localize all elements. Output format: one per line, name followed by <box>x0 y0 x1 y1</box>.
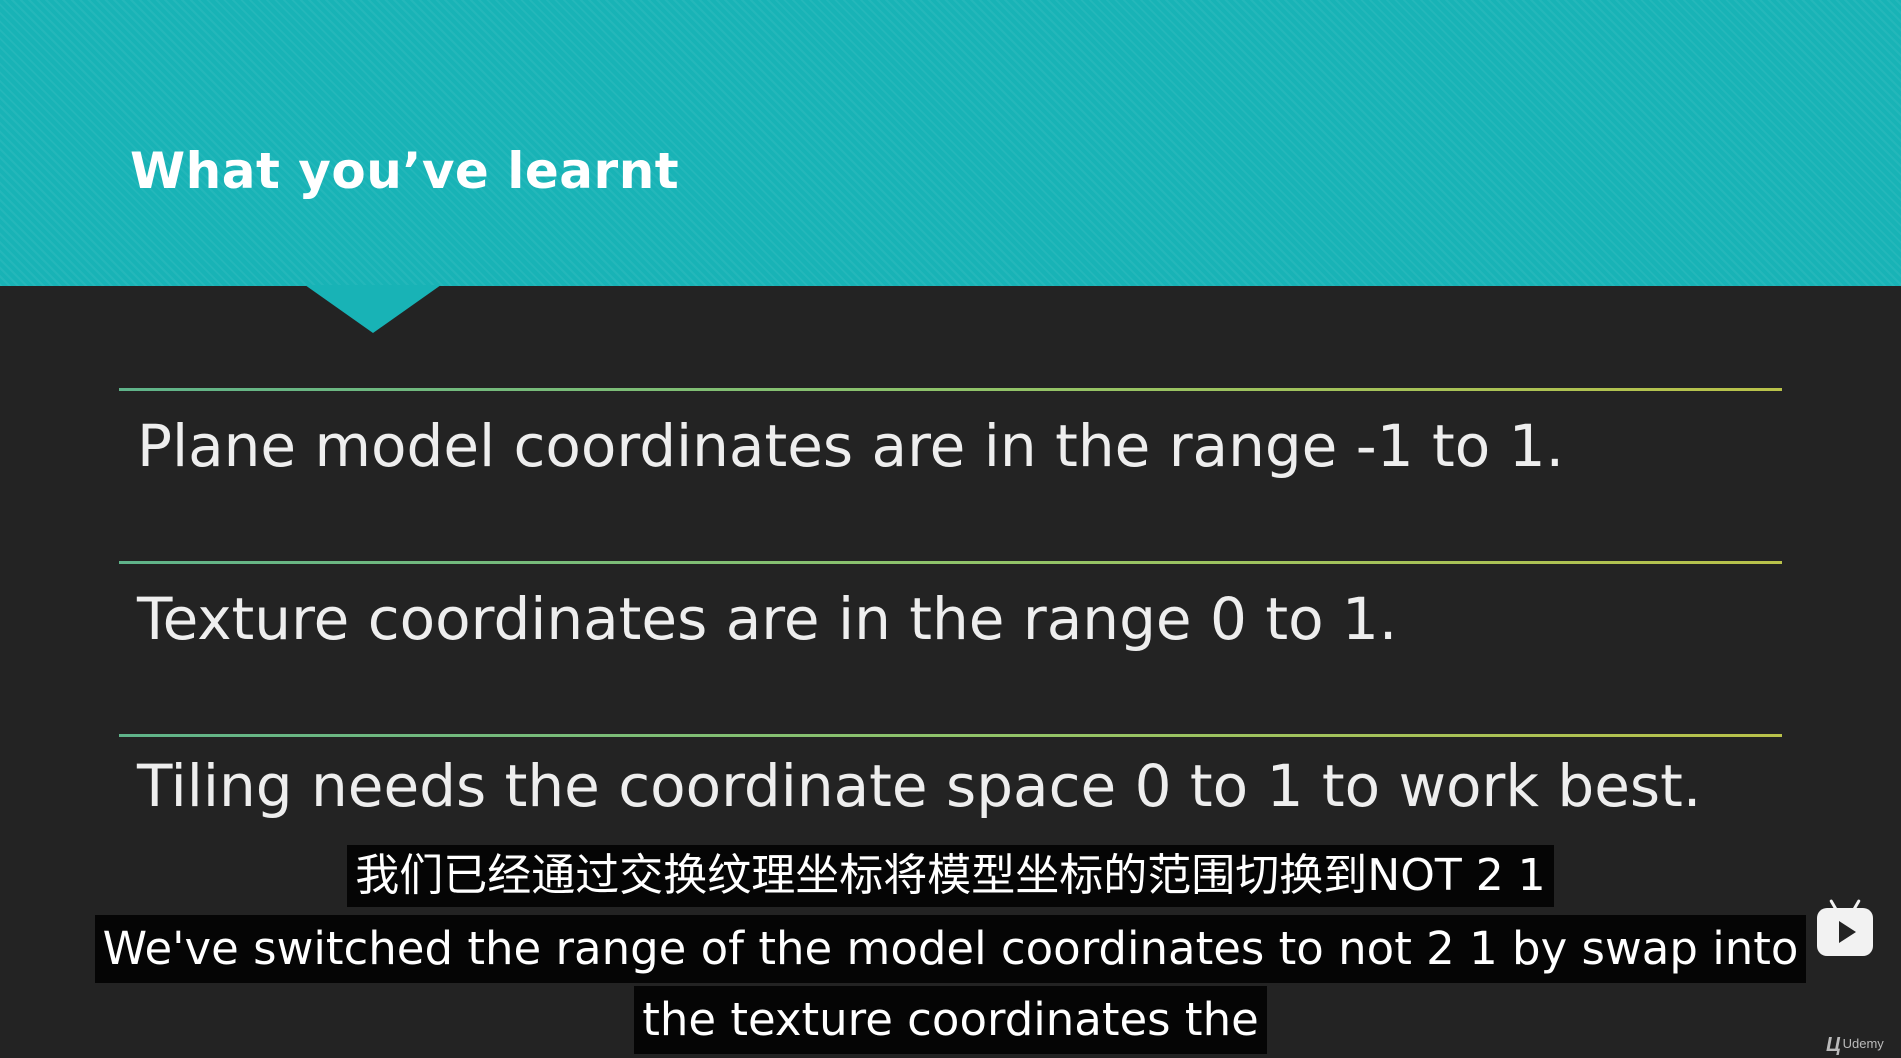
bullet-tiling: Tiling needs the coordinate space 0 to 1… <box>137 752 1702 820</box>
subtitle-english-line-1: We've switched the range of the model co… <box>0 915 1901 983</box>
subtitle-english-line-2: the texture coordinates the <box>0 986 1901 1054</box>
header-pointer-notch <box>305 285 441 333</box>
bullet-divider <box>119 734 1782 737</box>
slide-header-band: What you’ve learnt <box>0 0 1901 286</box>
bullet-divider <box>119 388 1782 391</box>
subtitle-english-line-1-text: We've switched the range of the model co… <box>94 915 1807 983</box>
udemy-logo-text: Udemy <box>1842 1036 1884 1051</box>
udemy-watermark: Ц Udemy <box>1826 1034 1884 1057</box>
bilibili-tv-icon[interactable] <box>1817 908 1873 956</box>
play-icon <box>1839 921 1856 943</box>
subtitle-english-line-2-text: the texture coordinates the <box>634 986 1267 1054</box>
bullet-texture-coordinates: Texture coordinates are in the range 0 t… <box>137 585 1398 653</box>
slide-title: What you’ve learnt <box>130 142 680 200</box>
subtitle-chinese: 我们已经通过交换纹理坐标将模型坐标的范围切换到NOT 2 1 <box>0 845 1901 907</box>
bullet-divider <box>119 561 1782 564</box>
udemy-logo-icon: Ц <box>1826 1034 1841 1056</box>
subtitle-chinese-text: 我们已经通过交换纹理坐标将模型坐标的范围切换到NOT 2 1 <box>347 845 1554 907</box>
bullet-plane-model-coordinates: Plane model coordinates are in the range… <box>137 412 1565 480</box>
